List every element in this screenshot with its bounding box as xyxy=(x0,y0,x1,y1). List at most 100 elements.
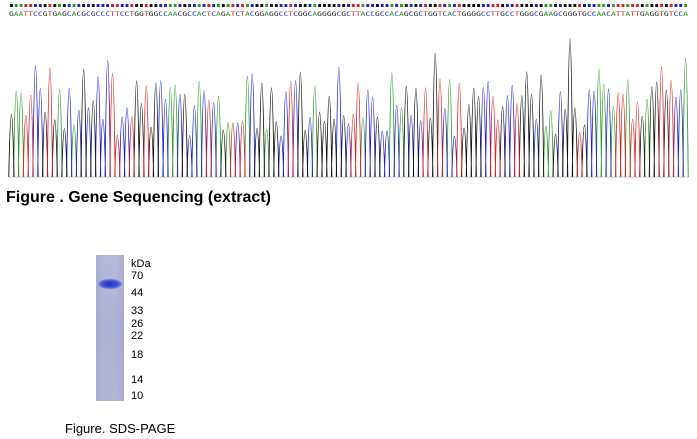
base-tick xyxy=(77,4,81,7)
base-tick xyxy=(578,4,582,7)
base-tick xyxy=(592,4,596,7)
base-tick xyxy=(241,4,244,7)
base-tick xyxy=(640,4,644,7)
base-tick xyxy=(544,4,548,7)
base-tick xyxy=(125,4,129,7)
base-tick xyxy=(139,4,143,7)
base-tick xyxy=(583,4,586,7)
base-tick xyxy=(120,4,124,7)
base-tick xyxy=(530,4,533,7)
base-tick xyxy=(424,4,427,7)
base-tick xyxy=(294,4,297,7)
base-tick xyxy=(347,4,350,7)
base-tick xyxy=(486,4,490,7)
base-tick xyxy=(534,4,538,7)
base-tick xyxy=(202,4,206,7)
base-tick xyxy=(501,4,505,7)
marker-label: 10 xyxy=(131,390,144,402)
base-tick xyxy=(19,4,23,7)
gel-unit-label: kDa xyxy=(131,258,151,270)
base-tick xyxy=(510,4,514,7)
base-tick xyxy=(568,4,572,7)
base-tick xyxy=(29,4,33,7)
base-tick xyxy=(43,4,47,7)
base-tick xyxy=(48,4,52,7)
base-tick xyxy=(631,4,635,7)
base-tick xyxy=(188,4,192,7)
base-tick xyxy=(96,4,100,7)
trace-T xyxy=(22,66,675,178)
marker-label: 44 xyxy=(131,287,144,299)
base-tick xyxy=(173,4,177,7)
base-tick xyxy=(457,4,461,7)
base-tick xyxy=(144,4,148,7)
base-tick xyxy=(380,4,384,7)
base-tick xyxy=(472,4,476,7)
base-tick xyxy=(62,4,66,7)
base-tick xyxy=(245,4,249,7)
gel-lane-shading xyxy=(96,255,124,401)
base-tick xyxy=(414,4,418,7)
marker-label: 33 xyxy=(131,305,144,317)
base-tick xyxy=(611,4,615,7)
base-tick xyxy=(684,4,688,7)
base-tick xyxy=(270,4,273,7)
base-tick xyxy=(385,4,389,7)
sds-page-gel-lane xyxy=(96,255,124,401)
base-tick xyxy=(462,4,466,7)
base-tick xyxy=(674,4,678,7)
base-tick xyxy=(9,4,13,7)
base-tick xyxy=(87,4,90,7)
base-tick xyxy=(91,4,95,7)
marker-label: 14 xyxy=(131,374,144,386)
base-tick xyxy=(34,4,37,7)
base-tick xyxy=(313,4,317,7)
base-tick xyxy=(226,4,230,7)
base-tick xyxy=(67,4,71,7)
protein-band xyxy=(98,279,122,289)
base-tick xyxy=(587,4,591,7)
base-tick xyxy=(448,4,452,7)
base-tick xyxy=(38,4,42,7)
base-tick xyxy=(351,4,355,7)
base-tick xyxy=(491,4,495,7)
base-tick xyxy=(168,4,172,7)
base-tick xyxy=(616,4,620,7)
base-tick xyxy=(154,4,158,7)
base-tick xyxy=(212,4,216,7)
base-tick xyxy=(635,4,639,7)
base-tick xyxy=(520,4,524,7)
base-tick xyxy=(443,4,447,7)
base-tick xyxy=(515,4,519,7)
sds-page-figure-caption: Figure. SDS-PAGE xyxy=(65,421,176,436)
base-tick xyxy=(115,4,119,7)
base-tick xyxy=(231,4,235,7)
base-tick xyxy=(679,4,683,7)
base-tick xyxy=(496,4,500,7)
base-call-sequence: GAATTCCGTGAGCACGCGCCCTTCCTGGTGGCCAACGCCA… xyxy=(9,11,688,18)
base-tick xyxy=(101,4,105,7)
base-tick xyxy=(308,4,312,7)
base-tick xyxy=(539,4,543,7)
base-tick xyxy=(361,4,365,7)
marker-label: 26 xyxy=(131,318,144,330)
base-tick xyxy=(409,4,413,7)
trace-C xyxy=(32,59,684,178)
base-tick xyxy=(342,4,346,7)
base-tick xyxy=(467,4,471,7)
base-tick xyxy=(279,4,283,7)
base-tick xyxy=(404,4,408,7)
base-tick xyxy=(602,4,606,7)
base-tick xyxy=(337,4,341,7)
base-tick xyxy=(563,4,567,7)
base-tick xyxy=(477,4,480,7)
base-tick xyxy=(72,4,76,7)
base-tick xyxy=(111,4,114,7)
base-tick xyxy=(505,4,509,7)
base-tick xyxy=(135,4,139,7)
base-tick xyxy=(549,4,553,7)
base-tick xyxy=(525,4,529,7)
base-tick xyxy=(197,4,201,7)
base-tick xyxy=(217,4,220,7)
base-tick xyxy=(573,4,577,7)
